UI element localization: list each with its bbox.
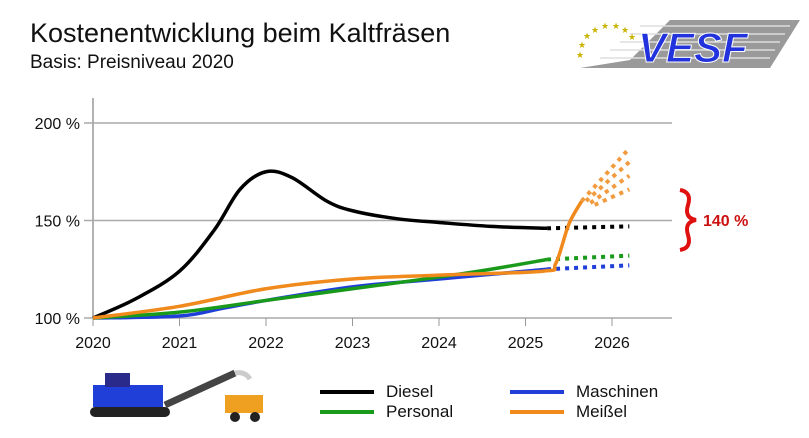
svg-text:★: ★ [591, 25, 599, 35]
svg-text:★: ★ [612, 21, 620, 31]
y-tick-label: 150 % [35, 214, 80, 231]
legend-label: Maschinen [576, 382, 659, 401]
x-tick-label: 2024 [421, 335, 457, 352]
x-tick-label: 2023 [335, 335, 371, 352]
x-tick-label: 2021 [162, 335, 198, 352]
series-projection-meißel [593, 187, 631, 207]
svg-text:★: ★ [601, 21, 609, 31]
series-projection-meißel [584, 160, 631, 203]
legend-label: Diesel [386, 382, 434, 401]
milling-machine-illustration [90, 369, 263, 422]
logo-text: VESF [638, 24, 749, 71]
annotation-label: 140 % [703, 213, 748, 230]
legend-swatch-meißel [510, 410, 564, 414]
line-chart: 100 % 150 % 200 % 2020 2021 2022 2023 2024 2025 2… [35, 98, 748, 352]
svg-text:★: ★ [628, 32, 636, 42]
brace-annotation [679, 188, 697, 252]
series-line-diesel [92, 169, 548, 320]
legend-label: Personal [386, 402, 454, 421]
series-line-meißel [92, 200, 584, 320]
x-tick-label: 2020 [75, 335, 111, 352]
svg-text:★: ★ [578, 40, 586, 50]
legend-swatch-personal [320, 410, 374, 414]
chart-subtitle: Basis: Preisniveau 2020 [30, 52, 234, 73]
x-tick-label: 2022 [248, 335, 284, 352]
series-projection-diesel [547, 224, 630, 231]
svg-text:★: ★ [621, 25, 629, 35]
chart-title: Kostenentwicklung beim Kaltfräsen [30, 18, 451, 48]
x-tick-label: 2026 [594, 335, 630, 352]
vesf-logo: ★★★★ ★ ★ ★★ VESF [576, 20, 800, 72]
svg-text:★: ★ [583, 31, 591, 41]
y-tick-label: 200 % [35, 116, 80, 133]
x-tick-label: 2025 [508, 335, 544, 352]
series-line-personal [92, 257, 548, 320]
series-projection-meißel [580, 147, 631, 203]
legend-swatch-maschinen [510, 390, 564, 394]
y-tick-label: 100 % [35, 311, 80, 328]
svg-text:★: ★ [576, 50, 584, 60]
series-projection-meißel [589, 174, 631, 205]
legend-label: Meißel [576, 402, 628, 421]
legend-swatch-diesel [320, 390, 374, 394]
series-projection-maschinen [547, 263, 630, 272]
